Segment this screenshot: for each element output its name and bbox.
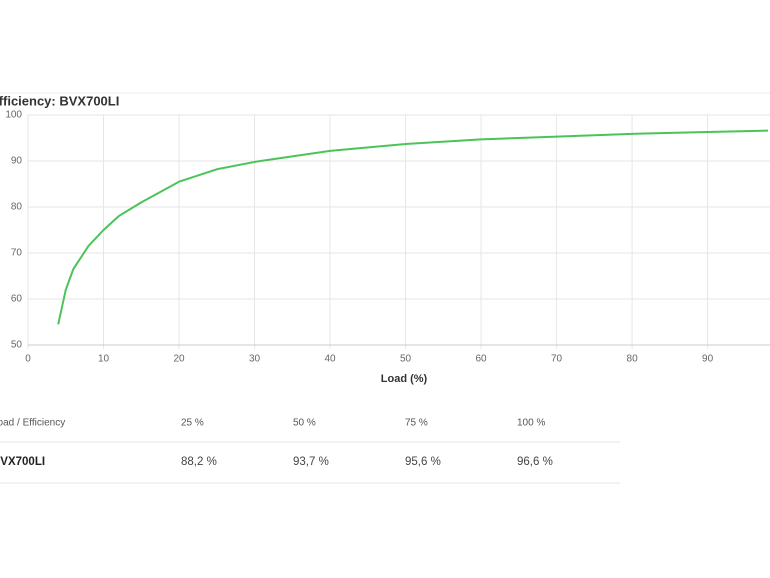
y-tick-label: 70 (11, 248, 23, 259)
x-tick-label: 0 (25, 354, 31, 365)
x-tick-label: 30 (249, 354, 261, 365)
x-tick-label: 10 (98, 354, 110, 365)
x-tick-label: 90 (702, 354, 714, 365)
table-header: 50 % (293, 418, 316, 429)
chart-title: Efficiency: BVX700LI (0, 93, 119, 108)
table-header: Load / Efficiency (0, 418, 65, 429)
table-cell: 88,2 % (181, 456, 217, 468)
table-header: 100 % (517, 418, 545, 429)
table-cell: 95,6 % (405, 456, 441, 468)
y-tick-label: 60 (11, 294, 23, 305)
y-tick-label: 90 (11, 156, 23, 167)
table-header: 75 % (405, 418, 428, 429)
line-series (57, 129, 769, 325)
x-tick-label: 60 (475, 354, 487, 365)
y-tick-label: 80 (11, 202, 23, 213)
x-tick-label: 50 (400, 354, 412, 365)
x-tick-label: 20 (173, 354, 185, 365)
y-tick-label: 50 (11, 340, 23, 351)
x-tick-label: 80 (627, 354, 639, 365)
y-tick-label: 100 (5, 110, 22, 121)
x-tick-label: 70 (551, 354, 563, 365)
table-header: 25 % (181, 418, 204, 429)
x-axis-label: Load (%) (381, 373, 428, 385)
table-cell: BVX700LI (0, 456, 45, 468)
table-cell: 96,6 % (517, 456, 553, 468)
x-tick-label: 40 (324, 354, 336, 365)
table-cell: 93,7 % (293, 456, 329, 468)
